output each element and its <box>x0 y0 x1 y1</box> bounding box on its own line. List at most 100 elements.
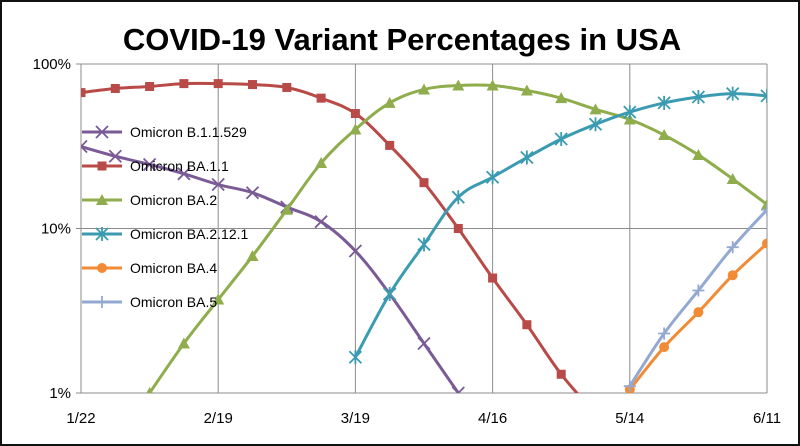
y-tick-label: 10% <box>41 221 71 238</box>
x-tick-label: 2/19 <box>204 410 233 427</box>
series-omicron-ba-2-12-1 <box>348 86 767 365</box>
legend-swatch-marker <box>97 161 107 171</box>
data-point <box>314 215 328 229</box>
y-tick-label: 1% <box>49 385 71 402</box>
data-point <box>659 342 670 353</box>
data-point <box>727 270 738 281</box>
series-layer <box>81 79 767 393</box>
data-point <box>81 88 86 98</box>
data-point <box>145 81 155 91</box>
data-point <box>520 84 533 96</box>
data-point <box>658 129 671 141</box>
legend-label: Omicron BA.1.1 <box>130 158 229 174</box>
data-point <box>246 250 259 262</box>
data-point <box>212 293 225 305</box>
data-point <box>453 224 463 233</box>
legend: Omicron B.1.1.529 Omicron BA.1.1 Omicron B… <box>82 124 248 310</box>
series-omicron-ba-5 <box>623 203 767 393</box>
x-tick-label: 3/19 <box>341 410 370 427</box>
data-point <box>761 203 767 216</box>
data-point <box>726 86 740 101</box>
series-omicron-ba-1-1 <box>81 79 579 393</box>
legend-swatch-marker <box>95 227 109 241</box>
chart-title: COVID-19 Variant Percentages in USA <box>123 22 681 57</box>
legend-label: Omicron BA.2 <box>130 192 217 208</box>
legend-entry: Omicron BA.1.1 <box>82 158 229 174</box>
data-point <box>418 83 430 95</box>
data-point <box>623 105 637 120</box>
data-point <box>658 327 671 340</box>
x-tick-label: 6/11 <box>753 410 781 427</box>
data-point <box>691 90 706 105</box>
data-point <box>211 177 225 192</box>
legend-swatch-marker <box>95 125 109 139</box>
data-point <box>383 96 396 108</box>
data-point <box>142 157 157 172</box>
data-point <box>417 237 431 252</box>
legend-entry: Omicron B.1.1.529 <box>82 124 247 140</box>
data-point <box>213 79 223 89</box>
data-point <box>177 167 191 181</box>
legend-label: Omicron BA.4 <box>130 260 217 276</box>
data-point <box>349 123 362 135</box>
data-point <box>692 148 705 160</box>
data-point <box>451 190 465 205</box>
data-point <box>417 336 431 351</box>
legend-label: Omicron BA.5 <box>130 294 217 310</box>
series-omicron-ba-2 <box>146 79 767 393</box>
data-point <box>520 150 534 165</box>
data-point <box>486 79 499 91</box>
data-point <box>177 337 190 349</box>
data-point <box>726 172 739 184</box>
x-tick-label: 4/16 <box>478 410 507 427</box>
data-point <box>488 273 498 283</box>
data-point <box>452 79 465 91</box>
data-point <box>350 109 360 119</box>
data-point <box>692 284 705 297</box>
data-point <box>761 198 767 210</box>
legend-entry: Omicron BA.4 <box>82 260 217 276</box>
x-tick-label: 1/22 <box>66 410 95 427</box>
data-point <box>522 320 532 330</box>
data-point <box>248 80 257 90</box>
data-point <box>760 88 767 103</box>
data-point <box>179 79 189 89</box>
data-point <box>726 241 739 254</box>
data-point <box>588 117 603 132</box>
data-point <box>762 238 767 249</box>
data-point <box>556 369 566 379</box>
data-point <box>693 307 704 318</box>
series-omicron-ba-4 <box>624 238 767 393</box>
data-point <box>554 132 568 147</box>
data-point <box>385 140 395 150</box>
data-point <box>419 178 429 188</box>
data-point <box>383 286 397 301</box>
legend-entry: Omicron BA.2 <box>82 192 217 208</box>
data-point <box>657 95 671 110</box>
data-point <box>451 386 465 393</box>
legend-entry: Omicron BA.5 <box>82 294 217 310</box>
y-tick-label: 100% <box>33 56 71 73</box>
legend-label: Omicron B.1.1.529 <box>130 124 247 140</box>
data-point <box>280 203 293 215</box>
data-point <box>110 83 120 93</box>
legend-label: Omicron BA.2.12.1 <box>130 226 248 242</box>
data-point <box>348 244 363 258</box>
data-point <box>146 387 153 393</box>
legend-swatch-marker <box>97 263 107 273</box>
series-line <box>81 81 579 393</box>
legend-entry: Omicron BA.2.12.1 <box>82 226 248 242</box>
legend-swatch-marker <box>96 194 108 205</box>
data-point <box>245 186 260 200</box>
data-point <box>282 82 292 92</box>
data-point <box>623 380 636 393</box>
series-line <box>628 208 767 388</box>
data-point <box>555 92 568 104</box>
data-point <box>316 93 326 103</box>
legend-swatch-marker <box>96 296 108 308</box>
data-point <box>348 350 363 365</box>
data-point <box>485 170 500 185</box>
x-tick-label: 5/14 <box>615 410 644 427</box>
